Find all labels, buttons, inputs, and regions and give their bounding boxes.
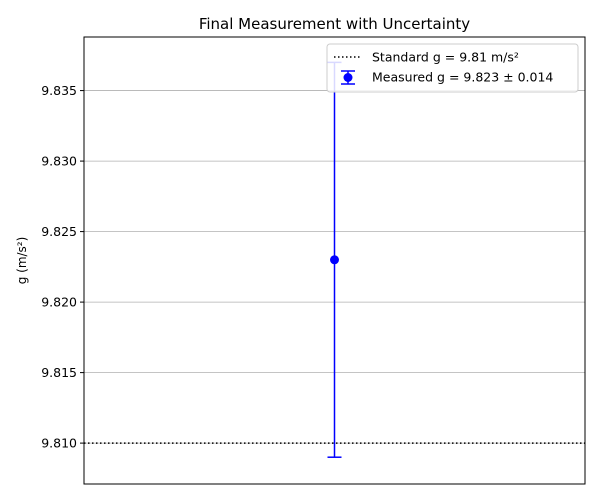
legend: Standard g = 9.81 m/s² Measured g = 9.82…: [326, 43, 579, 93]
y-tick-label: 9.835: [41, 83, 77, 98]
chart-title: Final Measurement with Uncertainty: [199, 15, 470, 33]
legend-measured-swatch: [341, 70, 355, 85]
y-axis-ticks: 9.810 9.815 9.820 9.825 9.830 9.835: [41, 83, 84, 451]
legend-box: [326, 43, 579, 93]
legend-reference-label: Standard g = 9.81 m/s²: [372, 50, 519, 65]
y-tick-label: 9.815: [41, 365, 77, 380]
y-tick-label: 9.825: [41, 224, 77, 239]
plot-frame: [83, 36, 586, 485]
y-tick-label: 9.810: [41, 436, 77, 451]
data-point: [330, 255, 339, 265]
y-tick-label: 9.820: [41, 295, 77, 310]
y-axis-label: g (m/s²): [15, 237, 29, 285]
y-tick-label: 9.830: [41, 154, 77, 169]
legend-measured-label: Measured g = 9.823 ± 0.014: [372, 70, 553, 85]
